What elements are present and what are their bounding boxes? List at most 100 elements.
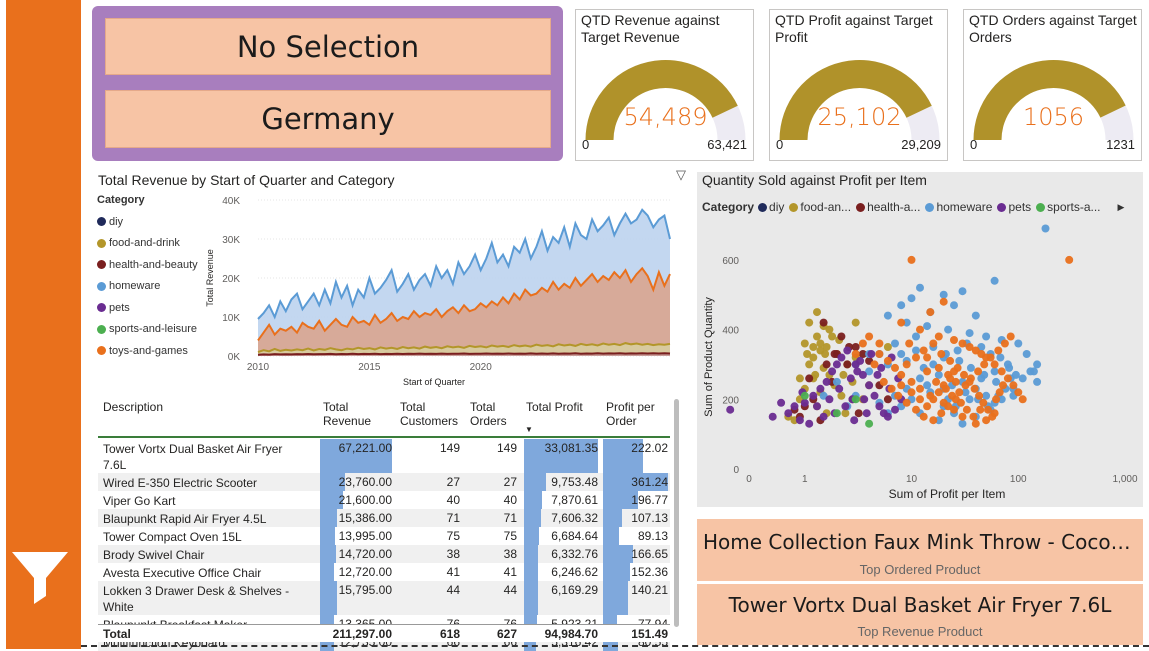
point-homeware [891, 339, 899, 348]
slicer-option-germany[interactable]: Germany [105, 90, 551, 148]
point-homeware [897, 301, 906, 310]
legend-item[interactable]: homeware [925, 200, 992, 214]
point-toys-and-games [875, 339, 884, 348]
table-row[interactable]: Wired E-350 Electric Scooter 23,760.00 27 2… [98, 473, 670, 491]
column-header[interactable]: Total Revenue [323, 400, 372, 428]
cell-description: Brody Swivel Chair [103, 548, 205, 562]
data-bar [320, 439, 392, 473]
revenue-chart-legend: Category diy food-and-drink health-and-bea… [97, 194, 198, 362]
filter-indicator-icon[interactable]: ▽ [676, 167, 686, 182]
cell-ord: 71 [503, 511, 517, 525]
point-pets [856, 356, 865, 365]
table-row[interactable]: Viper Go Kart 21,600.00 40 40 7,870.61 196.77 [98, 491, 670, 509]
point-pets [784, 409, 793, 418]
kpi-title: QTD Revenue against Target Revenue [581, 12, 720, 45]
table-row[interactable]: Blaupunkt Rapid Air Fryer 4.5L 15,386.00 7… [98, 509, 670, 527]
point-toys-and-games [955, 388, 964, 397]
point-pets [843, 346, 852, 355]
legend-item[interactable]: diy [758, 200, 784, 214]
point-toys-and-games [883, 356, 892, 365]
total-profit: 94,984.70 [544, 627, 598, 641]
legend-label: pets [109, 301, 130, 314]
table-scrollbar[interactable] [674, 399, 679, 627]
point-toys-and-games [858, 339, 867, 348]
column-header[interactable]: Total Customers [400, 400, 459, 428]
cell-ppo: 89.13 [637, 529, 668, 543]
slicer-option-no-selection[interactable]: No Selection [105, 18, 551, 75]
point-toys-and-games [960, 370, 968, 379]
point-toys-and-games [1014, 388, 1023, 397]
point-pets [809, 391, 818, 400]
point-toys-and-games [969, 412, 978, 421]
cell-cust: 71 [446, 511, 460, 525]
point-toys-and-games [980, 360, 989, 369]
legend-item-sports-and-leisure[interactable]: sports-and-leisure [97, 319, 198, 341]
cell-profit: 6,169.29 [551, 583, 598, 597]
legend-item[interactable]: sports-a... [1036, 200, 1101, 214]
point-homeware [902, 318, 911, 327]
point-pets [800, 398, 809, 407]
scatter-legend: Category diy food-an... health-a... homewar… [702, 200, 1124, 214]
point-food-and-drink [841, 409, 850, 418]
y-axis-label: Sum of Product Quantity [703, 297, 715, 417]
column-header[interactable]: Profit per Order [606, 400, 655, 428]
cell-rev: 14,720.00 [338, 547, 392, 561]
column-header[interactable]: Total Orders [470, 400, 507, 428]
legend-item-toys-and-games[interactable]: toys-and-games [97, 340, 198, 362]
point-toys-and-games [887, 384, 896, 393]
legend-label: sports-a... [1047, 200, 1101, 214]
sort-desc-icon[interactable]: ▼ [525, 425, 533, 434]
kpi-revenue-gauge[interactable]: QTD Revenue against Target Revenue 54,48… [575, 9, 754, 161]
legend-dot [97, 281, 106, 291]
table-row[interactable]: Tower Compact Oven 15L 13,995.00 75 75 6,684… [98, 527, 670, 545]
cell-description: Tower Compact Oven 15L [103, 530, 242, 544]
data-bar [603, 491, 639, 509]
filter-icon[interactable] [12, 548, 68, 604]
column-header[interactable]: Total Profit [526, 400, 583, 414]
legend-item[interactable]: food-an... [789, 200, 851, 214]
legend-item-diy[interactable]: diy [97, 211, 198, 233]
kpi-target: 29,209 [901, 137, 941, 152]
point-toys-and-games [974, 367, 983, 376]
gauge-arc-profit [779, 59, 940, 140]
legend-item[interactable]: health-a... [856, 200, 920, 214]
legend-item-health-and-beauty[interactable]: health-and-beauty [97, 254, 198, 276]
table-row[interactable]: Brody Swivel Chair 14,720.00 38 38 6,332.76 1… [98, 545, 670, 563]
legend-label: food-and-drink [109, 237, 180, 250]
legend-item-pets[interactable]: pets [97, 297, 198, 319]
quantity-profit-scatter[interactable]: 0 200 400 600 0 1 10 100 1,000 Sum of Profit per … [697, 215, 1143, 507]
x-axis-label: Start of Quarter [403, 377, 465, 387]
point-pets [850, 416, 859, 425]
legend-item-homeware[interactable]: homeware [97, 276, 198, 298]
legend-item[interactable]: pets [997, 200, 1031, 214]
product-table[interactable]: Description Total Revenue Total Customers Tot… [98, 395, 683, 651]
table-row[interactable]: Lokken 3 Drawer Desk & Shelves - White 15… [98, 581, 670, 615]
point-toys-and-games [1003, 374, 1012, 383]
point-toys-and-games [944, 402, 953, 411]
kpi-orders-gauge[interactable]: QTD Orders against Target Orders 1056 0 … [963, 9, 1142, 161]
table-row[interactable]: Avesta Executive Office Chair 12,720.00 41… [98, 563, 670, 581]
legend-item-food-and-drink[interactable]: food-and-drink [97, 233, 198, 255]
cell-ppo: 140.21 [631, 583, 668, 597]
point-homeware [819, 391, 828, 400]
point-homeware [1033, 360, 1042, 369]
point-toys-and-games [979, 398, 988, 407]
kpi-profit-gauge[interactable]: QTD Profit against Target Profit 25,102 … [769, 9, 948, 161]
point-toys-and-games [937, 409, 946, 418]
cell-cust: 27 [446, 475, 460, 489]
table-row[interactable]: Tower Vortx Dual Basket Air Fryer 7.6L 67… [98, 439, 670, 473]
point-homeware [912, 346, 920, 355]
revenue-area-chart[interactable]: 0K 10K 20K 30K 40K 2010 2015 2020 Total Revenue S… [200, 192, 680, 392]
point-homeware [953, 346, 962, 355]
kpi-title: QTD Profit against Target Profit [775, 12, 933, 45]
point-health-and-beauty [883, 395, 892, 404]
point-food-and-drink [805, 360, 814, 369]
legend-dot [97, 260, 106, 270]
point-homeware [912, 332, 920, 341]
data-bar [603, 563, 631, 581]
point-pets [819, 412, 828, 421]
column-header[interactable]: Description [103, 400, 164, 414]
point-food-and-drink [805, 318, 814, 327]
legend-next-arrow-icon[interactable]: ▶ [1117, 201, 1125, 212]
point-toys-and-games [923, 353, 932, 362]
